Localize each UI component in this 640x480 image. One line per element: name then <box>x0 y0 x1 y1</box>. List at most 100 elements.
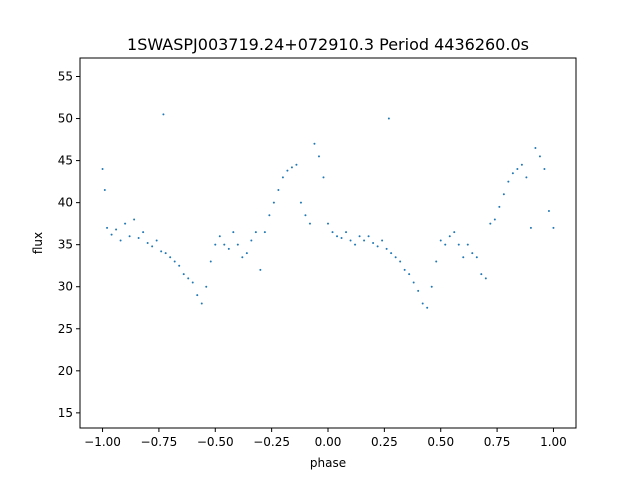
data-point <box>430 285 433 288</box>
data-point <box>119 239 122 242</box>
data-point <box>349 239 352 242</box>
data-points <box>101 113 555 309</box>
y-axis: 15 20 25 30 35 40 45 50 55 <box>58 70 80 420</box>
y-tick-label: 35 <box>58 238 73 252</box>
data-point <box>372 242 375 244</box>
data-point <box>358 235 361 238</box>
data-point <box>471 252 474 255</box>
data-point <box>327 222 329 225</box>
data-point <box>106 226 109 229</box>
data-point <box>426 306 429 309</box>
y-tick-label: 55 <box>58 70 73 84</box>
data-point <box>173 260 176 263</box>
data-point <box>268 214 271 217</box>
data-point <box>317 155 320 158</box>
data-point <box>128 235 131 238</box>
data-point <box>227 247 230 250</box>
data-point <box>245 252 248 255</box>
data-point <box>272 201 275 204</box>
y-tick-label: 15 <box>58 406 73 420</box>
data-point <box>466 243 469 246</box>
data-point <box>520 163 523 166</box>
data-point <box>205 285 208 288</box>
x-tick-label: −0.50 <box>197 435 234 449</box>
data-point <box>498 205 501 208</box>
data-point <box>146 242 149 244</box>
data-point <box>547 210 550 213</box>
data-point <box>480 273 483 276</box>
data-point <box>322 176 325 179</box>
data-point <box>155 239 158 242</box>
data-point <box>160 250 163 253</box>
y-tick-label: 45 <box>58 154 73 168</box>
data-point <box>421 302 424 305</box>
data-point <box>223 243 226 246</box>
data-point <box>340 236 343 239</box>
data-point <box>543 168 546 170</box>
data-point <box>142 231 145 234</box>
data-point <box>381 239 384 242</box>
data-point <box>516 168 519 170</box>
data-point <box>286 169 289 172</box>
data-point <box>376 245 379 248</box>
data-point <box>507 180 510 183</box>
data-point <box>178 264 181 267</box>
data-point <box>331 231 334 234</box>
y-tick-label: 20 <box>58 364 73 378</box>
data-point <box>290 166 293 169</box>
data-point <box>308 222 311 225</box>
x-tick-label: 0.25 <box>371 435 398 449</box>
data-point <box>354 243 357 246</box>
data-point <box>484 277 487 280</box>
data-point <box>137 236 140 239</box>
data-point <box>196 294 199 297</box>
data-point <box>200 302 203 305</box>
x-axis: −1.00 −0.75 −0.50 −0.25 0.00 0.25 0.50 0.75 1.00 <box>84 428 567 449</box>
y-tick-label: 40 <box>58 196 73 210</box>
data-point <box>345 231 348 234</box>
y-axis-label: flux <box>31 232 45 254</box>
x-tick-label: −0.75 <box>141 435 178 449</box>
data-point <box>439 239 442 242</box>
y-tick-label: 50 <box>58 112 73 126</box>
data-point <box>534 146 537 149</box>
data-point <box>110 233 113 236</box>
x-tick-label: −0.25 <box>253 435 290 449</box>
data-point <box>525 176 528 179</box>
data-point <box>187 277 190 280</box>
data-point <box>277 189 280 192</box>
y-tick-label: 25 <box>58 322 73 336</box>
data-point <box>462 256 465 259</box>
data-point <box>453 231 456 234</box>
data-point <box>399 260 402 263</box>
data-point <box>295 163 298 166</box>
data-point <box>182 273 185 276</box>
data-point <box>390 252 393 255</box>
data-point <box>209 260 212 263</box>
data-point <box>475 256 478 259</box>
chart-title: 1SWASPJ003719.24+072910.3 Period 4436260… <box>127 35 529 54</box>
data-point <box>552 226 555 229</box>
data-point <box>489 222 492 225</box>
data-point <box>214 243 217 246</box>
data-point <box>162 113 165 116</box>
data-point <box>336 235 339 238</box>
data-point <box>250 239 253 242</box>
data-point <box>493 218 496 221</box>
x-tick-label: −1.00 <box>84 435 121 449</box>
data-point <box>151 245 154 248</box>
data-point <box>444 243 447 246</box>
data-point <box>448 235 451 238</box>
data-point <box>164 252 167 255</box>
data-point <box>403 268 406 271</box>
data-point <box>103 189 106 192</box>
x-tick-label: 1.00 <box>540 435 567 449</box>
data-point <box>169 256 172 259</box>
x-tick-label: 0.50 <box>427 435 454 449</box>
data-point <box>529 226 532 229</box>
data-point <box>124 222 127 225</box>
data-point <box>259 268 262 271</box>
data-point <box>191 281 194 284</box>
data-point <box>417 289 420 292</box>
